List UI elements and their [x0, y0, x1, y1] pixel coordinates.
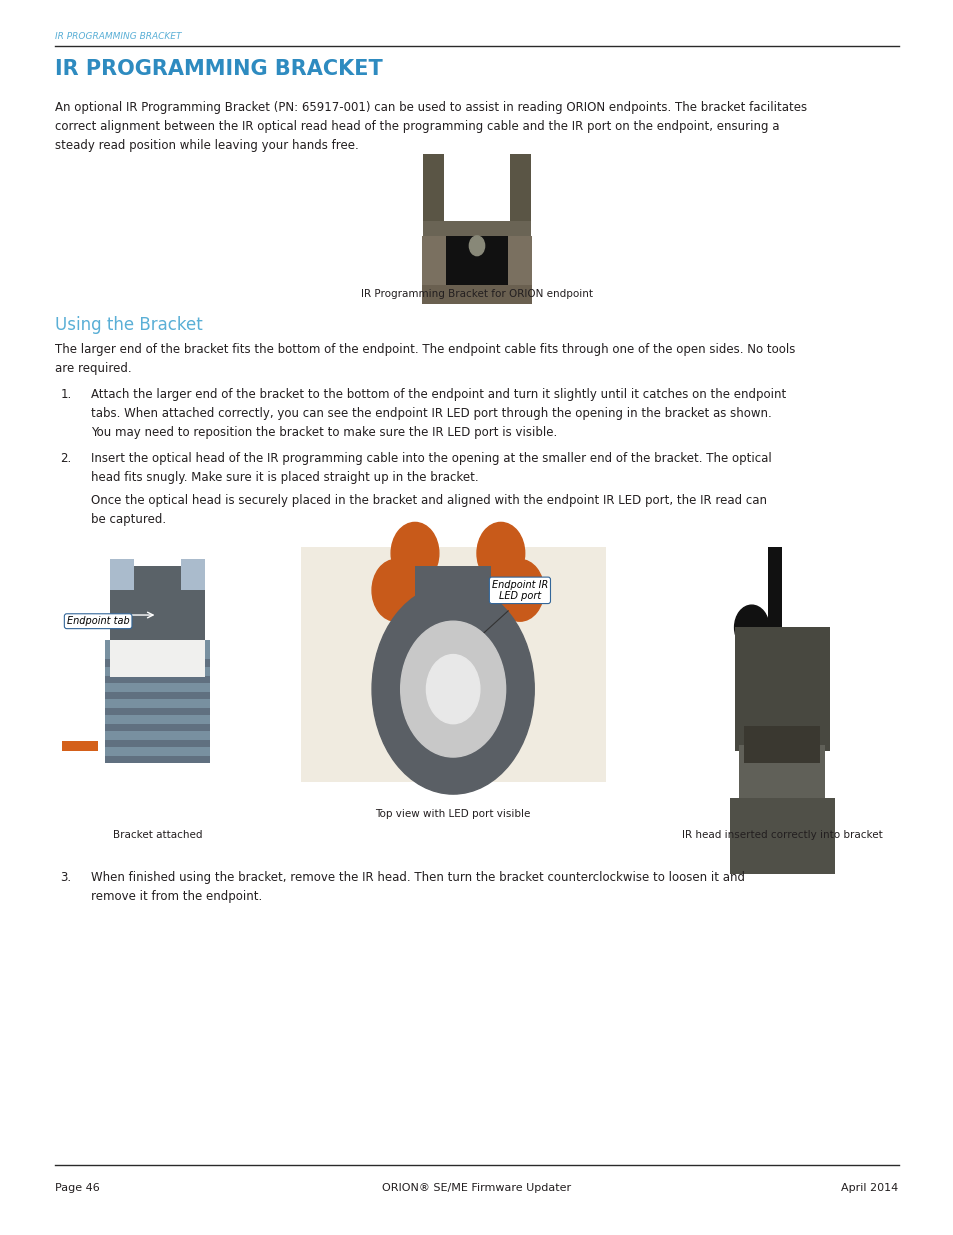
Bar — [729, 798, 834, 874]
Text: 3.: 3. — [60, 871, 71, 884]
Bar — [110, 566, 205, 640]
Text: 1.: 1. — [60, 388, 71, 401]
Bar — [105, 640, 210, 763]
Text: IR Programming Bracket for ORION endpoint: IR Programming Bracket for ORION endpoin… — [360, 289, 593, 299]
Text: An optional IR Programming Bracket (PN: 65917-001) can be used to assist in read: An optional IR Programming Bracket (PN: … — [55, 101, 806, 152]
Bar — [181, 559, 205, 590]
Bar — [445, 236, 507, 285]
Circle shape — [400, 621, 505, 757]
Text: The larger end of the bracket fits the bottom of the endpoint. The endpoint cabl: The larger end of the bracket fits the b… — [55, 343, 795, 375]
Text: Once the optical head is securely placed in the bracket and aligned with the end: Once the optical head is securely placed… — [91, 494, 766, 526]
Text: Top view with LED port visible: Top view with LED port visible — [375, 809, 530, 819]
Bar — [422, 154, 443, 226]
Circle shape — [391, 522, 438, 584]
Text: 2.: 2. — [60, 452, 71, 466]
Text: Page 46: Page 46 — [55, 1183, 100, 1193]
Bar — [739, 745, 824, 800]
Bar — [743, 726, 820, 763]
Text: April 2014: April 2014 — [841, 1183, 898, 1193]
Bar — [767, 547, 781, 627]
Circle shape — [372, 584, 534, 794]
Bar — [110, 640, 205, 677]
Bar — [105, 692, 210, 699]
Bar — [415, 566, 491, 603]
Bar — [507, 236, 531, 304]
Text: IR PROGRAMMING BRACKET: IR PROGRAMMING BRACKET — [55, 59, 383, 79]
Bar — [734, 627, 829, 751]
Text: When finished using the bracket, remove the IR head. Then turn the bracket count: When finished using the bracket, remove … — [91, 871, 744, 903]
Text: IR PROGRAMMING BRACKET: IR PROGRAMMING BRACKET — [55, 32, 182, 41]
Bar — [105, 740, 210, 747]
Text: Endpoint IR
LED port: Endpoint IR LED port — [492, 579, 547, 601]
Bar — [110, 559, 133, 590]
Bar — [105, 756, 210, 763]
Bar — [421, 285, 532, 304]
Text: Insert the optical head of the IR programming cable into the opening at the smal: Insert the optical head of the IR progra… — [91, 452, 771, 484]
Bar — [105, 676, 210, 683]
Bar — [105, 724, 210, 731]
FancyBboxPatch shape — [300, 547, 605, 782]
Text: Bracket attached: Bracket attached — [112, 830, 202, 840]
Text: ORION® SE/ME Firmware Updater: ORION® SE/ME Firmware Updater — [382, 1183, 571, 1193]
Bar — [62, 741, 98, 751]
Bar — [421, 236, 446, 304]
Bar — [105, 708, 210, 715]
Circle shape — [496, 559, 543, 621]
Circle shape — [469, 236, 484, 256]
Circle shape — [734, 605, 768, 650]
Circle shape — [426, 655, 479, 724]
Bar — [422, 221, 531, 236]
Text: Attach the larger end of the bracket to the bottom of the endpoint and turn it s: Attach the larger end of the bracket to … — [91, 388, 785, 438]
Circle shape — [372, 559, 419, 621]
Bar — [510, 154, 531, 226]
Text: IR head inserted correctly into bracket: IR head inserted correctly into bracket — [681, 830, 882, 840]
Text: Using the Bracket: Using the Bracket — [55, 316, 203, 335]
Circle shape — [476, 522, 524, 584]
Text: Endpoint tab: Endpoint tab — [67, 616, 130, 626]
Bar — [105, 659, 210, 667]
